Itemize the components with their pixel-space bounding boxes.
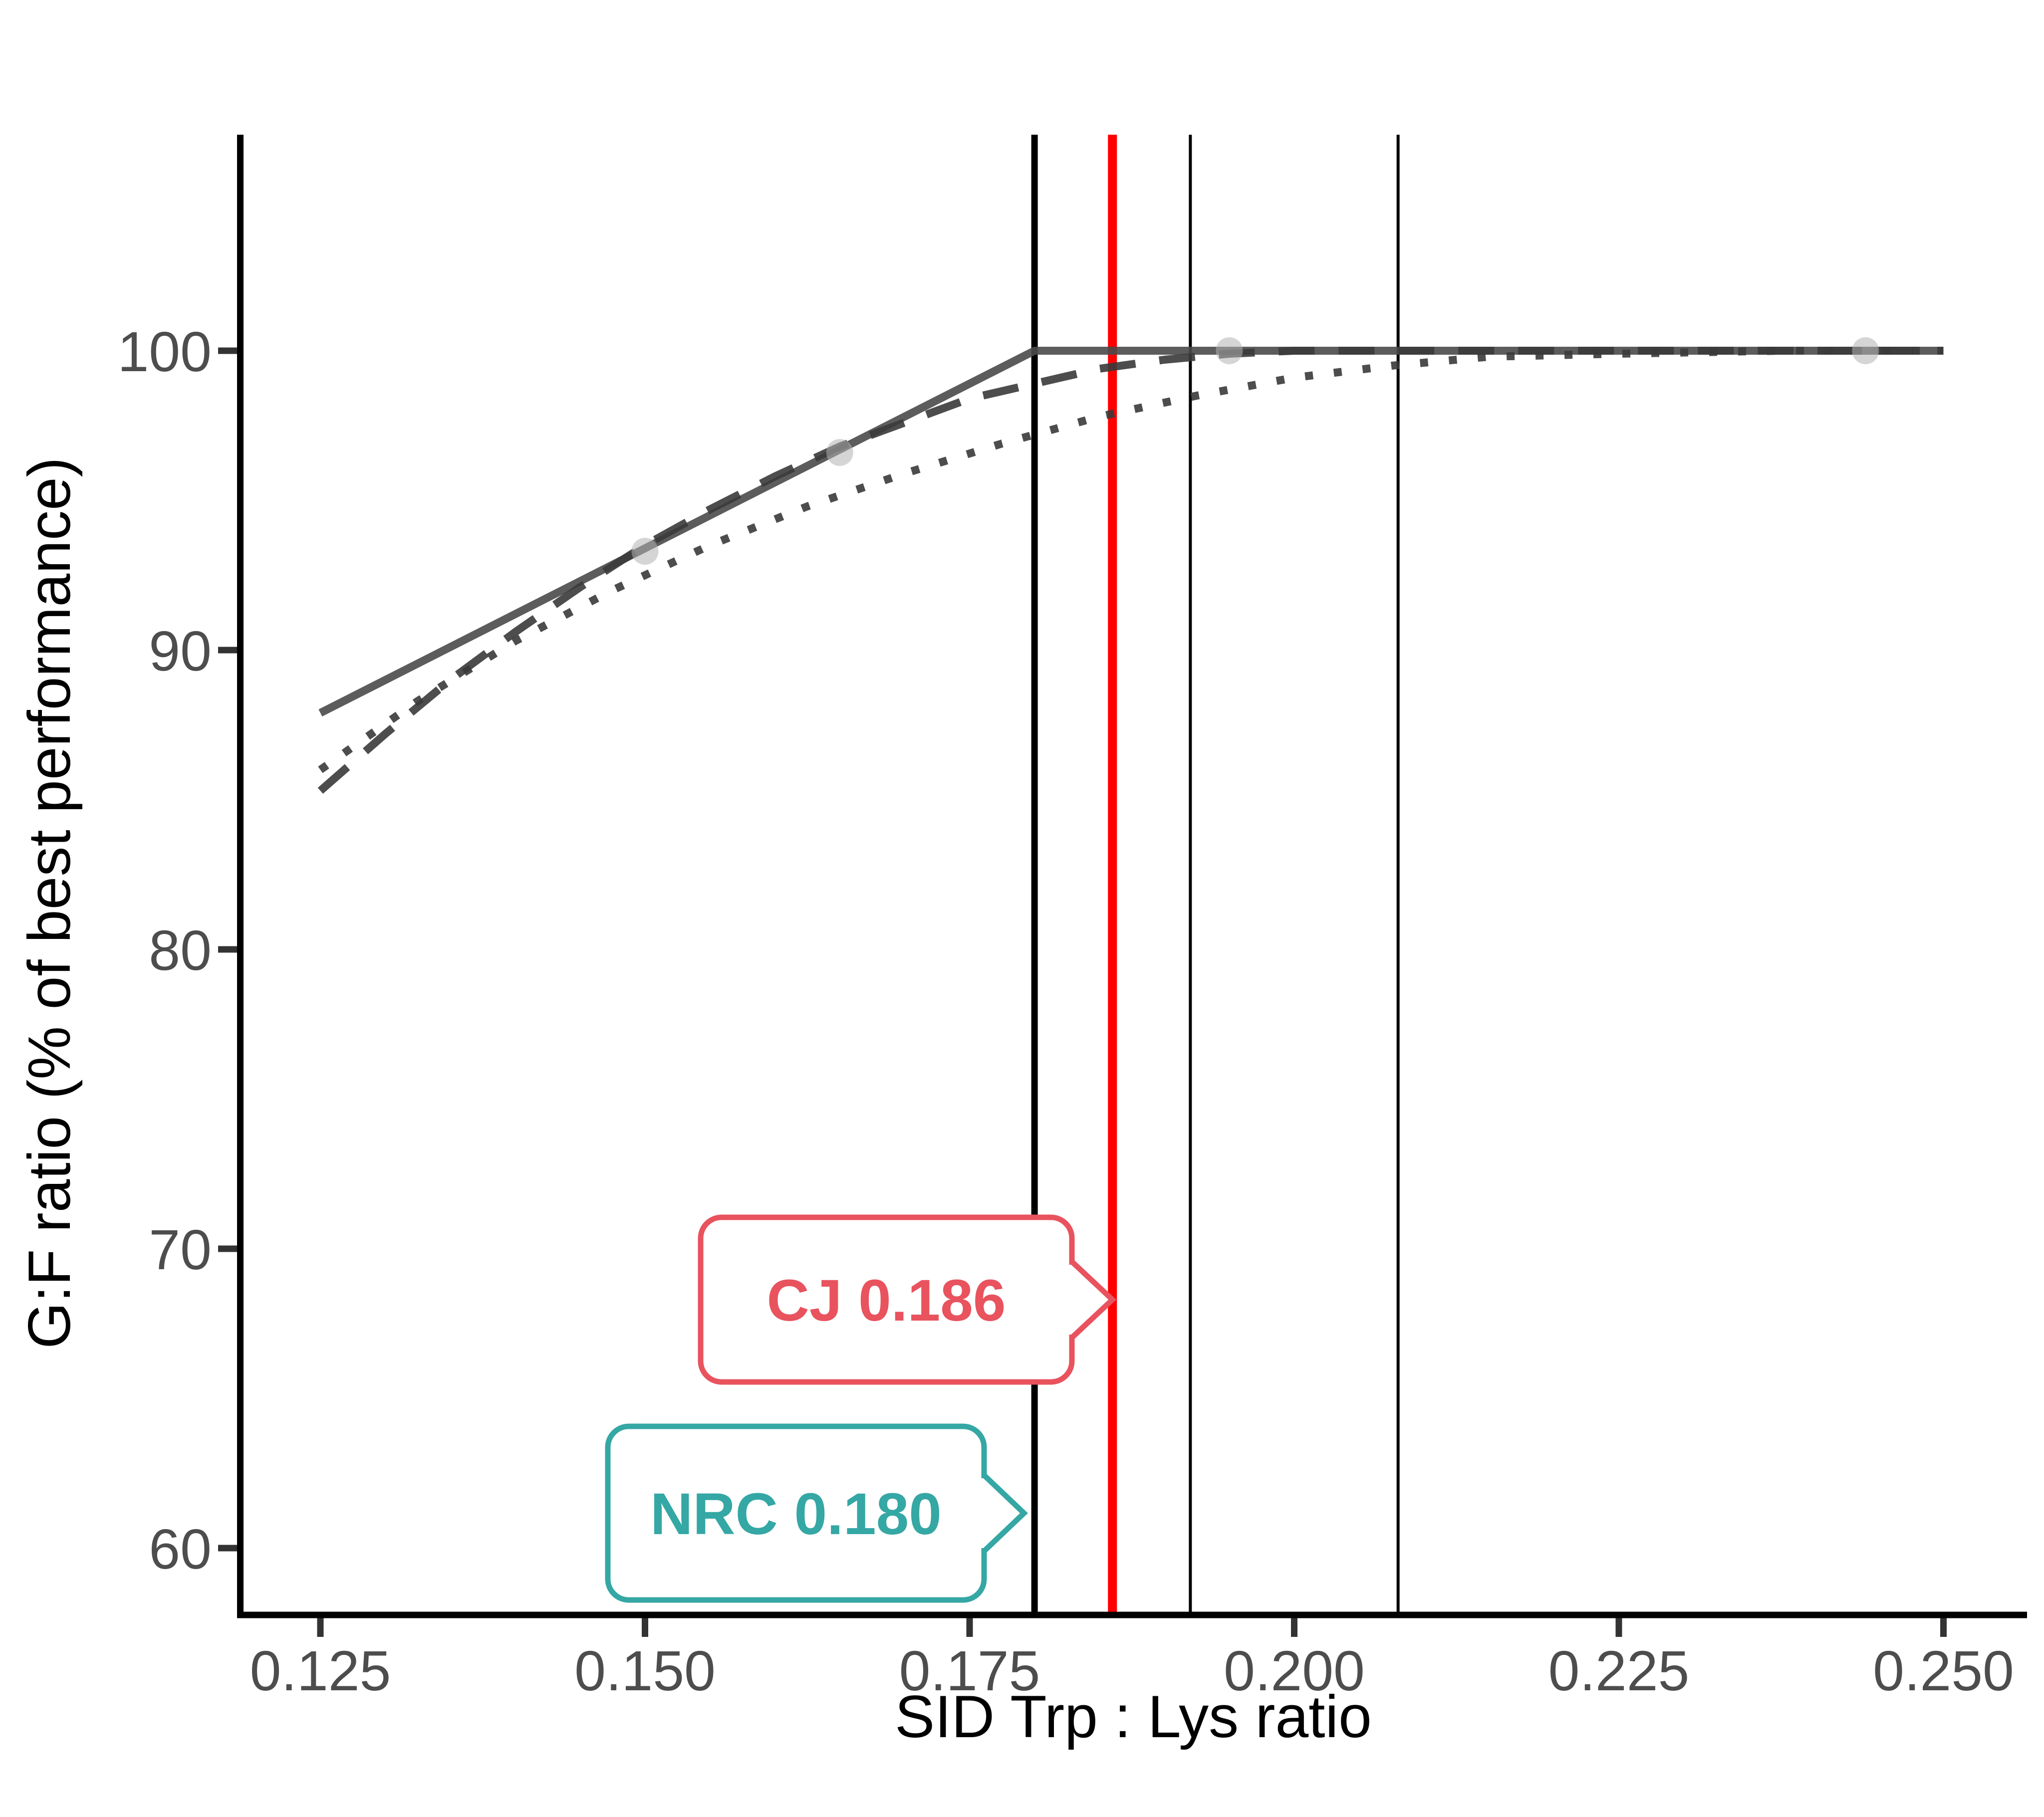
series-line-solid (318, 347, 1944, 717)
y-tick-label: 80 (149, 919, 212, 982)
nrc-callout-label: NRC 0.180 (650, 1481, 942, 1547)
cj-callout-arrow (1069, 1258, 1117, 1341)
ticks-group: 0.125 0.150 0.175 0.200 0.225 0.250 60 70 80 90 10… (117, 320, 2014, 1702)
x-tick-label: 0.250 (1873, 1639, 2014, 1702)
observed-points-group (631, 337, 1879, 565)
series-line-dotted (318, 347, 1944, 773)
x-tick-label: 0.175 (899, 1639, 1040, 1702)
data-point (826, 439, 853, 466)
x-axis-title: SID Trp : Lys ratio (895, 1683, 1372, 1750)
series-line-dashed (317, 347, 1944, 794)
nrc-callout: NRC 0.180 (605, 1423, 1028, 1603)
x-tick-label: 0.200 (1224, 1639, 1365, 1702)
x-tick-label: 0.225 (1548, 1639, 1690, 1702)
reference-lines-group (1031, 135, 1400, 1615)
cj-callout-label: CJ 0.186 (767, 1268, 1006, 1334)
callouts-group: CJ 0.186 NRC 0.180 (605, 1214, 1117, 1603)
data-point (1852, 337, 1879, 364)
y-tick-label: 90 (149, 620, 212, 682)
nrc-callout-arrow (981, 1472, 1028, 1554)
series-lines-group (317, 347, 1944, 794)
x-tick-label: 0.150 (574, 1639, 716, 1702)
cj-callout: CJ 0.186 (698, 1214, 1117, 1385)
y-tick-label: 70 (149, 1218, 212, 1281)
y-axis-title: G:F ratio (% of best performance) (16, 457, 83, 1349)
axes-group (237, 135, 2027, 1618)
data-point (631, 538, 659, 565)
y-tick-label: 60 (149, 1518, 212, 1581)
x-tick-label: 0.125 (250, 1639, 391, 1702)
data-point (1216, 337, 1243, 364)
y-tick-label: 100 (117, 320, 212, 383)
